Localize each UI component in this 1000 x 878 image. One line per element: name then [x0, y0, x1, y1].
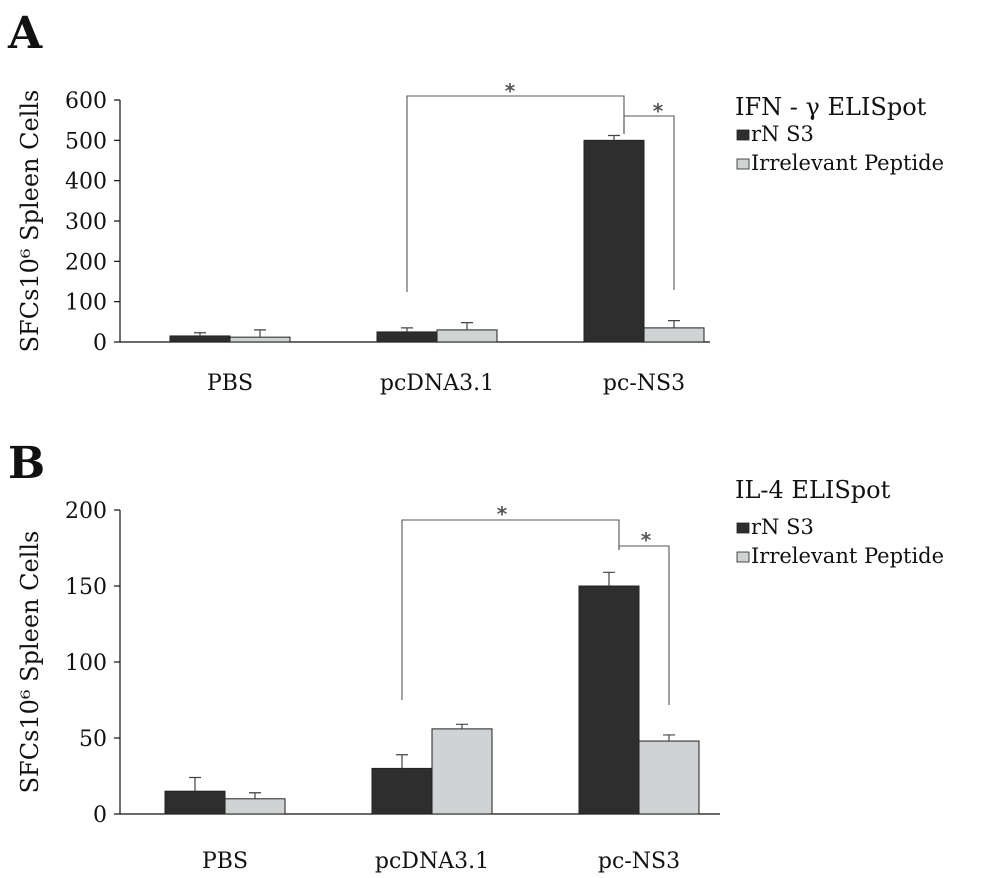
- bar-irrelevant-pbs: [229, 336, 291, 343]
- significance-bracket: [618, 545, 670, 705]
- significance-bracket: [401, 519, 620, 700]
- error-bar: [396, 754, 408, 769]
- y-tick-label: 400: [65, 170, 107, 195]
- legend-entry: rN S3: [751, 122, 814, 146]
- category-label: pc-NS3: [603, 371, 685, 396]
- error-bar: [663, 734, 675, 742]
- bar-rns3-pbs: [164, 790, 226, 815]
- error-bar: [189, 776, 201, 792]
- y-tick-label: 0: [93, 803, 107, 828]
- bar-rns3-pbs: [169, 335, 231, 343]
- error-bar: [194, 332, 206, 336]
- y-tick-label: 200: [65, 499, 107, 524]
- error-bar: [456, 723, 468, 729]
- error-bar: [603, 571, 615, 586]
- y-tick-label: 600: [65, 89, 107, 114]
- category-label: pc-NS3: [598, 849, 680, 874]
- legend-entry: Irrelevant Peptide: [751, 544, 944, 568]
- bar-rns3-pcdna3-1: [371, 767, 433, 815]
- legend-title: IL-4 ELISpot: [735, 476, 891, 504]
- bar-irrelevant-pc-ns3: [638, 740, 700, 815]
- significance-star: *: [653, 99, 664, 123]
- y-axis-label: SFCs10⁶ Spleen Cells: [16, 90, 44, 353]
- legend-swatch: [736, 158, 750, 170]
- legend-swatch: [736, 129, 750, 141]
- panel-label: A: [7, 8, 43, 59]
- category-label: pcDNA3.1: [375, 849, 489, 874]
- error-bar: [668, 320, 680, 328]
- chart-panel-a: A SFCs10⁶ Spleen Cells 0 100 200 300 400 500 600…: [7, 8, 944, 396]
- chart-panel-b: B SFCs10⁶ Spleen Cells 0 50 100 150 200 PBS pcDN…: [8, 438, 944, 874]
- legend-swatch: [736, 522, 750, 534]
- bar-irrelevant-pcdna3-1: [436, 329, 498, 343]
- bar-rns3-pc-ns3: [583, 139, 645, 343]
- panel-label: B: [8, 438, 45, 489]
- bar-irrelevant-pcdna3-1: [431, 728, 493, 815]
- y-tick-label: 50: [79, 727, 107, 752]
- category-label: pcDNA3.1: [380, 371, 494, 396]
- error-bar: [249, 792, 261, 799]
- significance-bracket: [406, 95, 625, 292]
- bar-rns3-pcdna3-1: [376, 331, 438, 343]
- significance-bracket: [623, 115, 675, 290]
- error-bar: [461, 322, 473, 330]
- y-tick-label: 300: [65, 210, 107, 235]
- error-bar: [608, 134, 620, 141]
- legend-title: IFN - γ ELISpot: [735, 93, 927, 121]
- category-label: PBS: [202, 849, 248, 874]
- bar-rns3-pc-ns3: [578, 585, 640, 815]
- category-label: PBS: [207, 371, 253, 396]
- y-tick-label: 200: [65, 250, 107, 275]
- y-tick-label: 0: [93, 331, 107, 356]
- y-tick-label: 500: [65, 129, 107, 154]
- error-bar: [254, 329, 266, 338]
- legend-entry: Irrelevant Peptide: [751, 151, 944, 175]
- y-tick-label: 150: [65, 575, 107, 600]
- y-tick-label: 100: [65, 651, 107, 676]
- significance-star: *: [497, 502, 508, 526]
- y-tick-label: 100: [65, 291, 107, 316]
- bar-irrelevant-pc-ns3: [643, 327, 705, 343]
- significance-star: *: [641, 528, 652, 552]
- bar-irrelevant-pbs: [224, 798, 286, 815]
- y-axis-label: SFCs10⁶ Spleen Cells: [16, 531, 44, 794]
- significance-star: *: [505, 79, 516, 103]
- error-bar: [401, 327, 413, 332]
- legend-swatch: [736, 551, 750, 563]
- legend-entry: rN S3: [751, 515, 814, 539]
